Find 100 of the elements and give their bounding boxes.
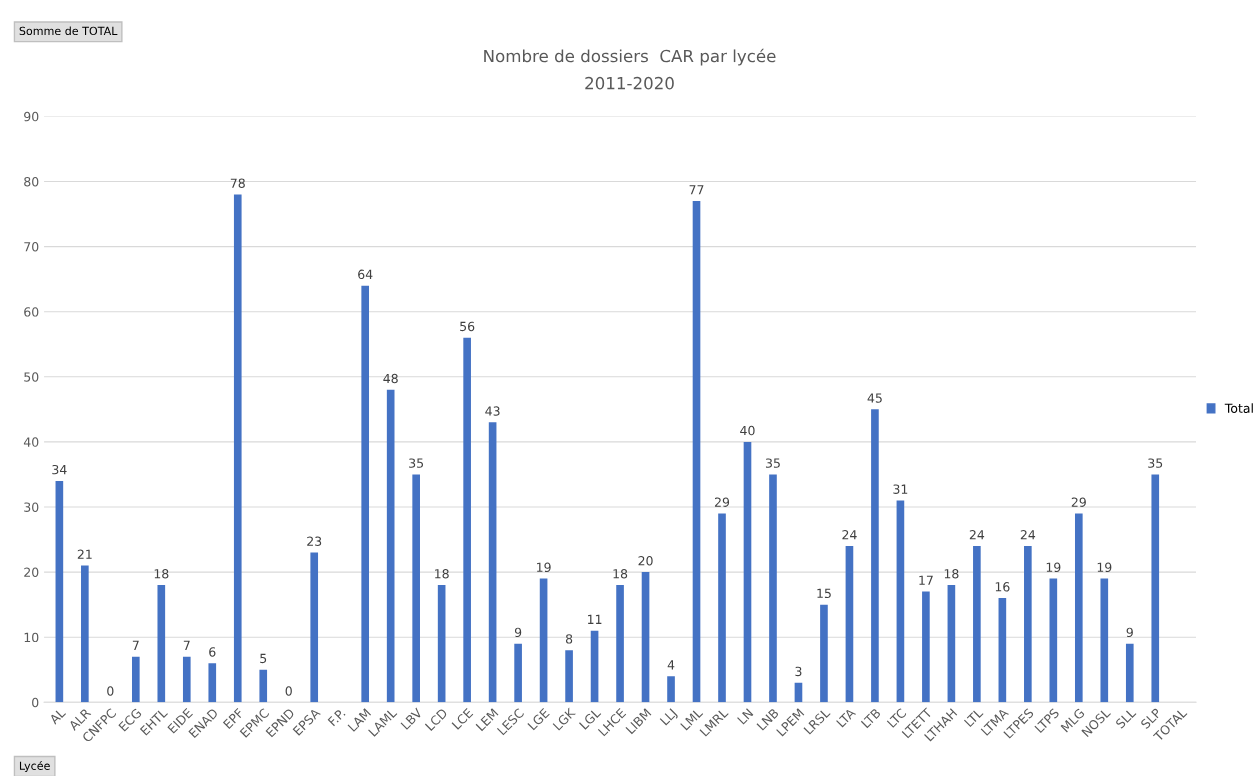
bar xyxy=(718,513,726,703)
bar xyxy=(182,656,191,703)
bar xyxy=(386,389,395,703)
data-label: 18 xyxy=(613,569,628,579)
bar xyxy=(233,194,242,703)
y-tick-label: 80 xyxy=(24,176,39,187)
data-label: 9 xyxy=(514,627,522,638)
data-label: 20 xyxy=(638,556,653,566)
data-label: 0 xyxy=(107,686,114,696)
data-label: 48 xyxy=(383,373,398,384)
data-label: 4 xyxy=(667,660,675,670)
data-label: 24 xyxy=(842,530,857,540)
bar xyxy=(310,552,319,703)
bar xyxy=(743,441,752,703)
x-tick-label: F.P. xyxy=(327,708,346,727)
data-label: 35 xyxy=(1148,458,1163,468)
y-tick-label: 60 xyxy=(24,307,39,317)
data-label: 19 xyxy=(537,562,551,573)
x-tick-label: LLJ xyxy=(659,708,679,728)
bar xyxy=(845,546,854,703)
x-tick-label: LTA xyxy=(836,707,857,728)
data-label: 18 xyxy=(154,569,169,579)
y-tick-label: 30 xyxy=(24,502,39,512)
data-label: 19 xyxy=(1097,562,1112,573)
data-label: 24 xyxy=(969,530,985,540)
bar xyxy=(514,643,522,703)
bar xyxy=(590,630,599,703)
text: Somme de TOTAL xyxy=(19,26,118,36)
data-label: 64 xyxy=(358,269,373,280)
data-label: 24 xyxy=(1020,530,1036,540)
bar xyxy=(1125,643,1134,703)
y-tick-label: 40 xyxy=(23,437,39,447)
data-label: 17 xyxy=(919,575,933,585)
data-label: 18 xyxy=(944,569,959,579)
bar xyxy=(616,585,624,703)
bar xyxy=(1024,546,1032,703)
data-label: 18 xyxy=(435,569,449,579)
bar xyxy=(1049,578,1058,703)
y-tick-label: 20 xyxy=(24,567,39,578)
data-label: 15 xyxy=(817,588,831,599)
data-label: 29 xyxy=(714,497,730,507)
data-label: 35 xyxy=(409,458,424,468)
bar xyxy=(1151,474,1160,703)
bar xyxy=(820,604,828,703)
data-label: 5 xyxy=(260,653,267,664)
data-label: 23 xyxy=(307,536,322,546)
data-label: 34 xyxy=(52,464,67,475)
bar xyxy=(361,285,370,703)
data-label: 3 xyxy=(795,666,802,677)
data-label: 8 xyxy=(565,634,573,644)
x-tick-label: LTB xyxy=(860,708,882,729)
data-label: 35 xyxy=(765,458,780,468)
bar xyxy=(412,474,420,703)
bar xyxy=(539,578,548,703)
bar xyxy=(1074,513,1083,703)
data-label: 11 xyxy=(587,614,602,624)
data-label: 29 xyxy=(1071,497,1086,507)
bar xyxy=(769,474,777,703)
bar xyxy=(208,663,217,703)
text: Lycée xyxy=(19,760,50,773)
bar xyxy=(565,650,573,703)
bar xyxy=(692,201,701,703)
y-tick-label: 90 xyxy=(24,111,39,122)
bar xyxy=(131,656,140,703)
bar xyxy=(922,591,930,703)
bar xyxy=(81,565,89,703)
bar xyxy=(259,669,268,703)
bar xyxy=(55,480,64,703)
bar xyxy=(437,585,446,703)
bar xyxy=(463,337,471,703)
legend-label: Total xyxy=(1224,403,1253,413)
bar xyxy=(641,572,650,703)
data-label: 31 xyxy=(893,484,908,494)
data-label: 19 xyxy=(1046,562,1061,573)
chart-title: Nombre de dossiers CAR par lycée xyxy=(484,48,776,66)
x-tick-label: AL xyxy=(48,707,67,725)
bar xyxy=(973,546,981,703)
bar xyxy=(488,422,497,703)
bar xyxy=(1100,578,1109,703)
y-tick-label: 50 xyxy=(24,372,39,382)
data-label: 6 xyxy=(209,647,216,657)
data-label: 56 xyxy=(460,321,475,332)
data-label: 43 xyxy=(485,406,500,416)
data-label: 0 xyxy=(285,686,292,696)
x-tick-label: LN xyxy=(737,708,754,725)
y-tick-label: 0 xyxy=(32,697,39,708)
data-label: 21 xyxy=(77,549,92,559)
data-label: 45 xyxy=(867,393,882,403)
bar xyxy=(157,585,166,703)
bar xyxy=(947,585,956,703)
data-label: 9 xyxy=(1126,627,1133,638)
data-label: 77 xyxy=(689,185,704,195)
data-label: 40 xyxy=(740,425,755,436)
bar xyxy=(667,676,675,703)
data-label: 16 xyxy=(995,582,1010,592)
x-tick-label: SLL xyxy=(1115,707,1137,729)
chart-subtitle: 2011-2020 xyxy=(585,76,674,90)
bar xyxy=(896,500,905,703)
y-tick-label: 70 xyxy=(24,242,39,252)
x-tick-label: LTL xyxy=(963,707,984,728)
